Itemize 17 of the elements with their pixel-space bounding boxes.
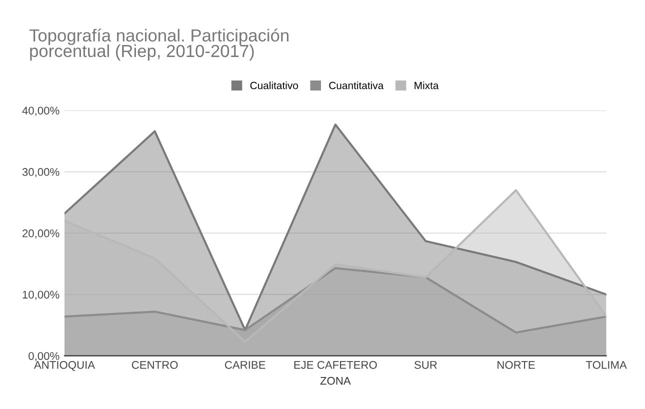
y-tick-label: 0,00% — [28, 352, 60, 362]
x-tick-label: CARIBE — [224, 360, 266, 369]
y-tick-label: 40,00% — [22, 106, 60, 116]
x-tick-label: NORTE — [498, 360, 535, 369]
legend-label: Cuantitativa — [329, 82, 384, 90]
y-tick-label: 10,00% — [22, 290, 60, 300]
chart-title: Topografía nacional. Participación porcentual (Riep, 2010-2017) — [29, 28, 288, 61]
x-tick-label: ANTIOQUIA — [34, 360, 96, 371]
x-axis-title: ZONA — [320, 376, 351, 385]
y-tick-label: 30,00% — [22, 168, 60, 178]
y-tick-label: 20,00% — [22, 229, 60, 239]
x-tick-label: EJE CAFETERO — [294, 360, 377, 369]
legend-label: Mixta — [414, 82, 439, 90]
x-tick-label: CENTRO — [132, 360, 178, 369]
x-tick-label: SUR — [414, 360, 437, 369]
legend-label: Cualitativo — [250, 82, 298, 90]
x-tick-label: TOLIMA — [586, 360, 627, 369]
